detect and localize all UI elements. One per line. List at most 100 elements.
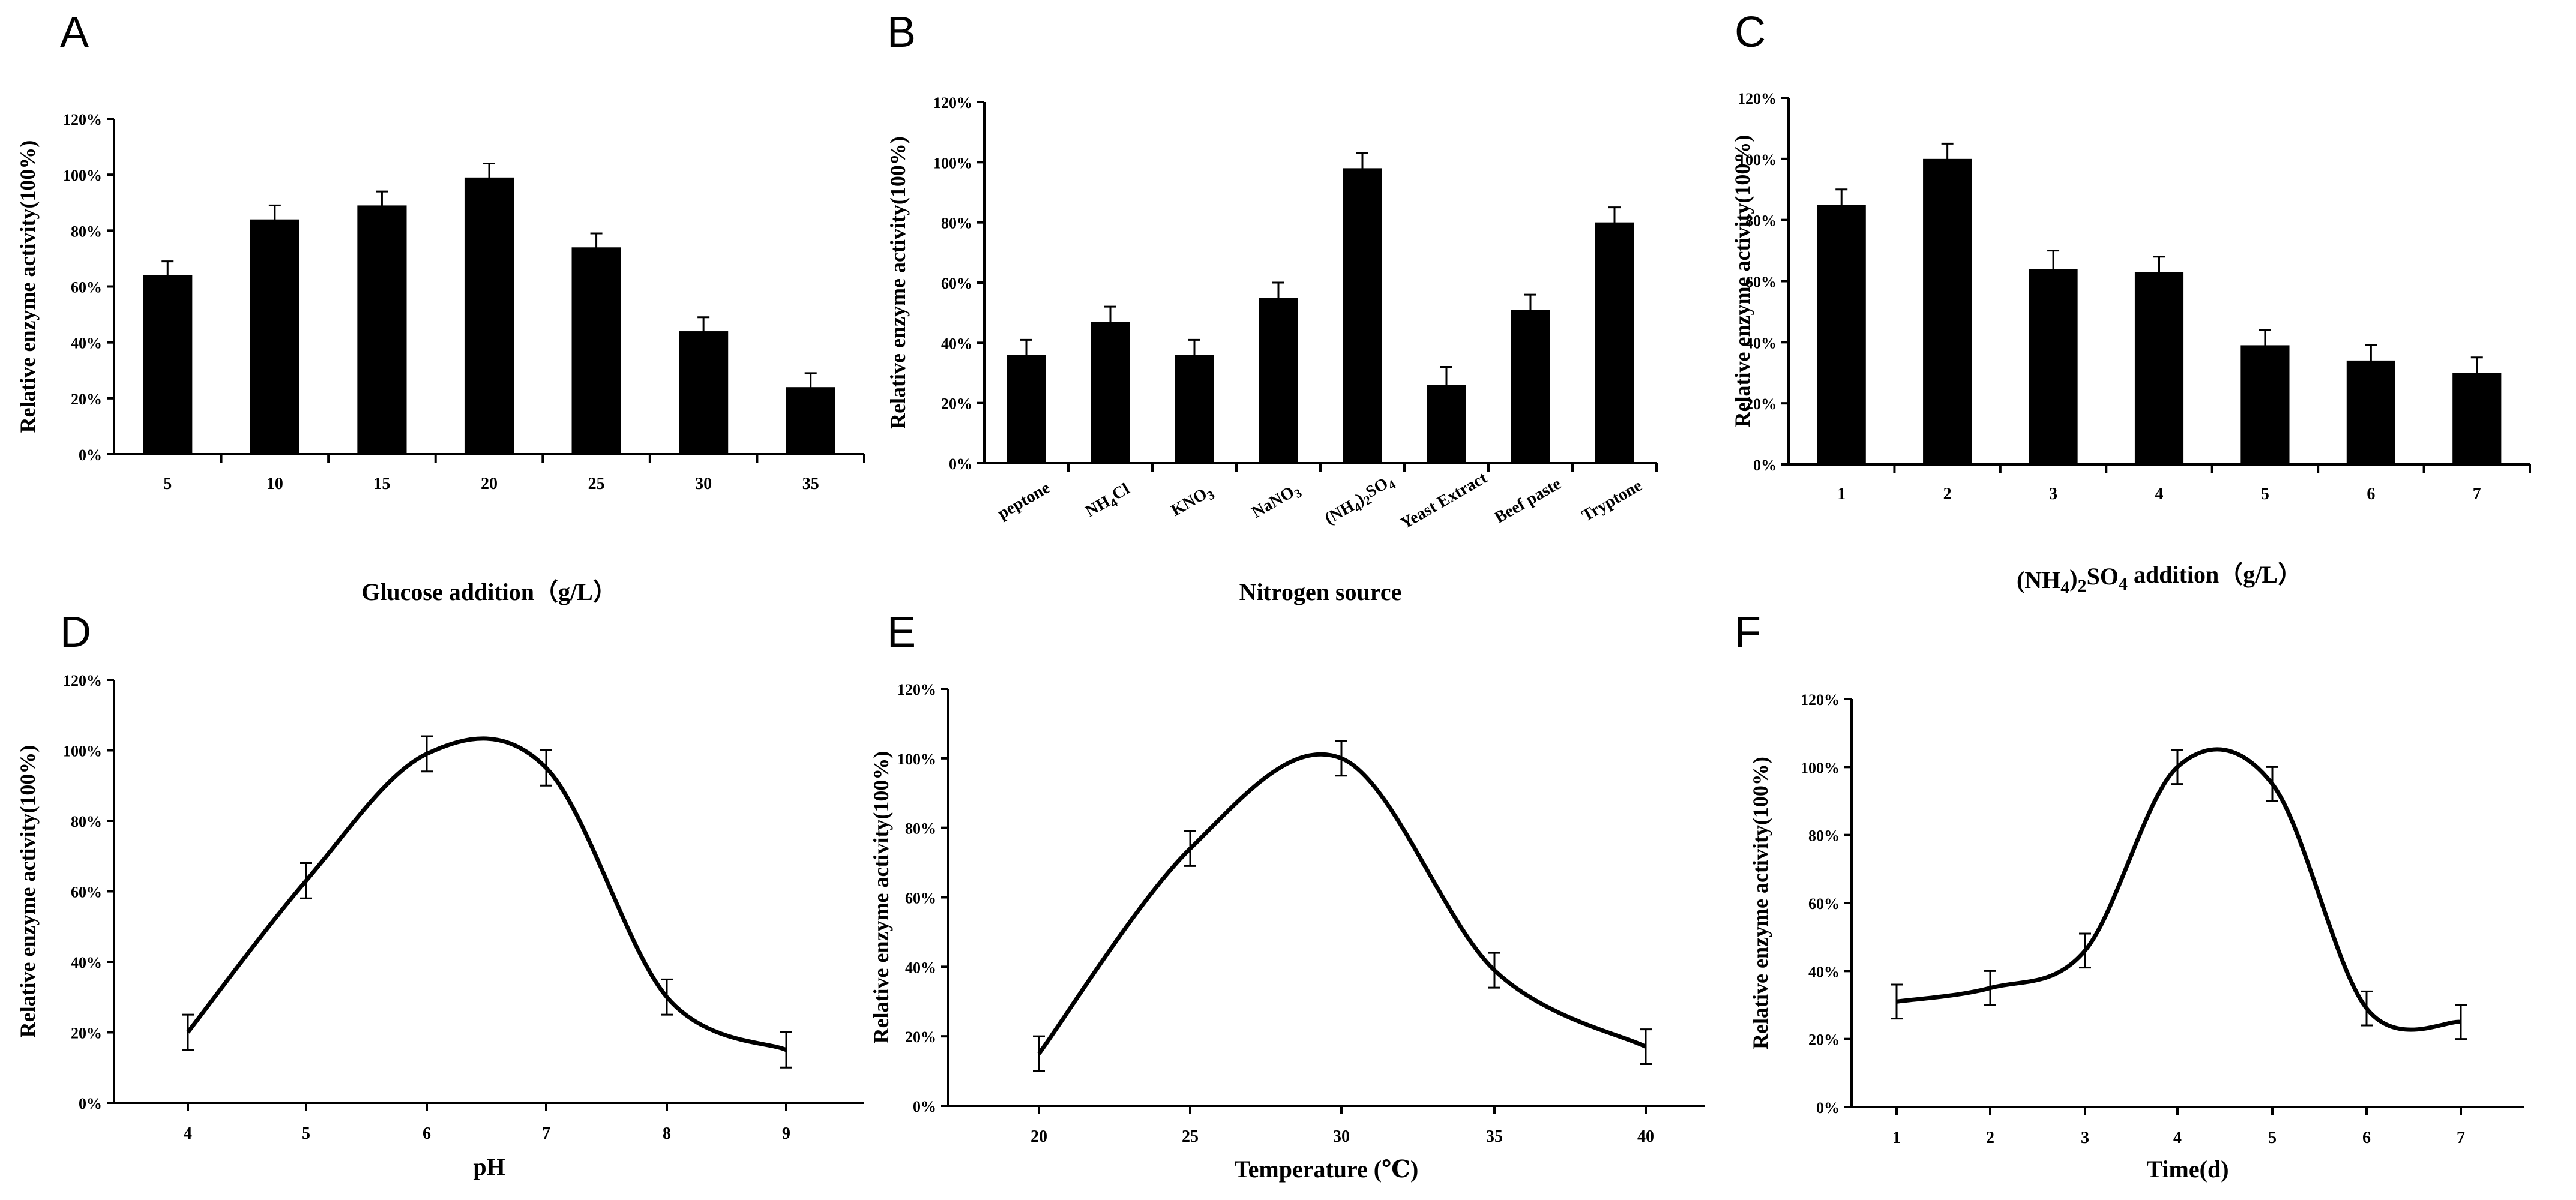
y-tick-label: 120% [63,672,102,689]
bar [1343,168,1382,463]
x-tick-label: 6 [2362,1129,2371,1147]
panel-letter-a: A [60,8,89,56]
x-tick-label: 5 [302,1124,310,1143]
x-category-label: 3 [2049,485,2057,503]
x-category-label: 25 [588,475,605,493]
y-tick-label: 60% [941,275,972,292]
series-line [1037,752,1647,1055]
bar [143,275,193,454]
y-tick-label: 40% [941,335,972,352]
y-tick-label: 100% [1801,759,1840,776]
bar [1817,205,1866,464]
series-line [186,736,787,1052]
y-tick-label: 80% [1745,212,1777,230]
x-axis-title: Temperature (℃) [1235,1156,1419,1183]
y-axis-title: Relative enzyme activity(100%) [16,745,40,1038]
x-tick-label: 35 [1486,1127,1503,1146]
bar [464,177,514,454]
panel-letter-f: F [1735,608,1761,656]
y-tick-label: 60% [905,890,936,907]
y-tick-label: 20% [71,1025,102,1042]
y-tick-label: 40% [905,959,936,976]
x-tick-label: 7 [542,1124,550,1143]
x-category-label: (NH4)2SO4 [1320,471,1400,530]
y-tick-label: 80% [71,813,102,830]
x-category-label: 1 [1837,485,1846,503]
x-category-label: Beef paste [1491,475,1564,527]
bar [1595,222,1634,463]
chart-c-ammonium-sulfate: 0% 20% 40% 60% 80% 100% 120% Relative enzyme ac… [1730,90,2531,598]
y-tick-label: 20% [1808,1031,1840,1049]
y-tick-label: 120% [933,94,972,112]
x-tick-label: 4 [2173,1129,2182,1147]
y-tick-label: 40% [1745,334,1777,352]
bar [1175,355,1214,463]
y-tick-label: 80% [905,820,936,838]
bar [1259,298,1298,463]
bar [357,205,407,454]
y-tick-label: 40% [1808,963,1840,980]
x-tick-label: 4 [184,1124,192,1143]
y-tick-label: 80% [941,215,972,232]
y-tick-label: 100% [63,743,102,760]
y-tick-label: 60% [71,884,102,901]
y-axis-title: Relative enzyme activity(100%) [16,140,40,433]
y-tick-label: 100% [63,167,102,184]
y-tick-label: 100% [933,154,972,172]
y-tick-label: 20% [71,391,102,408]
y-tick-label: 100% [897,751,936,768]
x-category-label: peptone [995,478,1053,523]
y-tick-label: 120% [1801,691,1840,709]
y-tick-label: 100% [1738,151,1777,169]
chart-d-ph: 0% 20% 40% 60% 80% 100% 120% Relative enzyme ac… [16,672,864,1180]
x-tick-label: 40 [1637,1127,1654,1146]
x-category-label: 35 [802,475,819,493]
y-tick-label: 40% [71,954,102,971]
x-category-label: 5 [2261,485,2269,503]
y-tick-label: 80% [1808,827,1840,845]
x-axis-title: pH [473,1153,505,1180]
y-tick-label: 60% [1745,274,1777,291]
x-tick-label: 7 [2457,1129,2465,1147]
y-tick-label: 60% [71,279,102,296]
bar [2134,272,2184,464]
x-axis-title: Glucose addition（g/L） [361,578,617,605]
y-tick-label: 120% [897,681,936,698]
x-category-label: 10 [266,475,283,493]
y-tick-label: 20% [941,395,972,413]
bar [679,331,729,454]
x-tick-label: 3 [2081,1129,2089,1147]
x-category-label: Tryptone [1578,476,1645,526]
x-axis-title: (NH4)2SO4 addition（g/L） [2017,561,2302,598]
x-category-label: KNO3 [1168,482,1217,523]
x-tick-label: 20 [1031,1127,1047,1146]
x-category-label: NaNO3 [1248,480,1304,524]
x-category-label: 5 [163,475,172,493]
x-tick-label: 9 [782,1124,790,1143]
bar [2240,345,2290,464]
chart-f-time: 0% 20% 40% 60% 80% 100% 120% Relative enzyme ac… [1748,691,2524,1183]
x-category-label: 20 [481,475,498,493]
y-tick-label: 0% [1753,457,1777,474]
x-axis-title: Nitrogen source [1239,578,1402,605]
panel-letter-d: D [60,608,91,656]
y-tick-label: 60% [1808,895,1840,913]
y-axis-title: Relative enzyme activity(100%) [886,136,910,429]
x-tick-label: 2 [1986,1129,1994,1147]
x-tick-label: 25 [1182,1127,1199,1146]
chart-b-nitrogen-source: 0% 20% 40% 60% 80% 100% 120% Relative enzyme ac… [886,94,1658,605]
bar [1511,310,1550,463]
x-category-label: 4 [2155,485,2164,503]
panel-letter-c: C [1735,8,1766,56]
y-tick-label: 0% [913,1098,936,1115]
chart-a-glucose: 0% 20% 40% 60% 80% 100% 120% Relative enzyme ac… [16,111,865,605]
y-axis-title: Relative enzyme activity(100%) [1748,757,1772,1049]
x-category-label: Yeast Extract [1397,469,1490,533]
y-tick-label: 0% [79,1095,102,1112]
y-tick-label: 120% [63,111,102,128]
x-tick-label: 1 [1892,1129,1901,1147]
bar [1007,355,1046,463]
panel-letter-e: E [887,608,916,656]
x-axis-title: Time(d) [2146,1156,2228,1183]
